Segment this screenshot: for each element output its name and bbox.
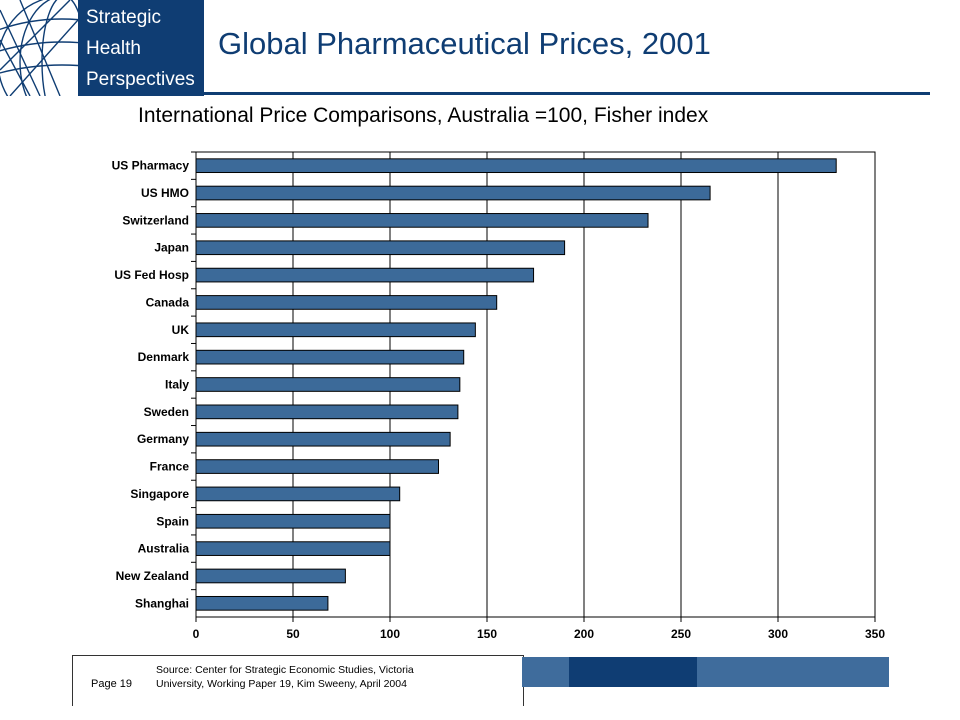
bar bbox=[195, 486, 401, 502]
slide-subtitle: International Price Comparisons, Austral… bbox=[138, 104, 709, 127]
x-tick-label: 50 bbox=[286, 627, 300, 641]
title-divider bbox=[204, 92, 930, 95]
page-number: Page 19 bbox=[91, 678, 132, 690]
category-label: Japan bbox=[154, 241, 189, 255]
category-label: Switzerland bbox=[122, 213, 189, 227]
bar bbox=[195, 267, 535, 283]
bar bbox=[195, 240, 566, 256]
category-label: US HMO bbox=[141, 186, 189, 200]
x-tick-label: 350 bbox=[865, 627, 885, 641]
x-tick-label: 100 bbox=[380, 627, 400, 641]
bar bbox=[195, 404, 459, 420]
logo-wordmark: Strategic Health Perspectives bbox=[78, 0, 204, 96]
bar bbox=[195, 185, 711, 201]
bar bbox=[195, 322, 476, 338]
bar bbox=[195, 431, 451, 447]
footer-band-right bbox=[697, 657, 889, 687]
source-note-line-2: University, Working Paper 19, Kim Sweeny… bbox=[156, 678, 407, 690]
category-label: US Pharmacy bbox=[112, 159, 190, 173]
footer: Page 19 Source: Center for Strategic Eco… bbox=[72, 655, 524, 706]
logo-line-3: Perspectives bbox=[86, 69, 195, 90]
logo-line-1: Strategic bbox=[86, 7, 161, 28]
category-label: Shanghai bbox=[135, 596, 189, 610]
bar bbox=[195, 595, 329, 611]
bar bbox=[195, 158, 837, 174]
bar bbox=[195, 568, 346, 584]
x-tick-label: 250 bbox=[671, 627, 691, 641]
slide-title: Global Pharmaceutical Prices, 2001 bbox=[218, 26, 711, 61]
bar bbox=[195, 213, 649, 228]
bar bbox=[195, 377, 461, 392]
x-tick-label: 0 bbox=[193, 627, 200, 641]
category-label: Denmark bbox=[138, 350, 190, 364]
category-label: US Fed Hosp bbox=[114, 268, 189, 282]
bar bbox=[195, 513, 391, 529]
logo-line-2: Health bbox=[86, 38, 141, 59]
x-tick-label: 300 bbox=[768, 627, 788, 641]
category-label: UK bbox=[172, 323, 190, 337]
bar bbox=[195, 349, 465, 365]
bar bbox=[195, 541, 391, 556]
category-label: Spain bbox=[156, 514, 189, 528]
footer-band-middle bbox=[569, 657, 697, 687]
bar bbox=[195, 295, 498, 310]
category-label: Australia bbox=[138, 542, 190, 556]
category-label: Canada bbox=[146, 295, 190, 309]
category-label: Sweden bbox=[144, 405, 189, 419]
logo: Strategic Health Perspectives bbox=[0, 0, 204, 96]
x-tick-label: 200 bbox=[574, 627, 594, 641]
bar bbox=[195, 459, 439, 474]
category-label: Italy bbox=[165, 378, 189, 392]
category-label: Germany bbox=[137, 432, 189, 446]
globe-logo-icon bbox=[0, 0, 78, 96]
source-note-line-1: Source: Center for Strategic Economic St… bbox=[156, 664, 414, 676]
category-label: France bbox=[150, 460, 190, 474]
x-tick-label: 150 bbox=[477, 627, 497, 641]
category-label: Singapore bbox=[130, 487, 189, 501]
footer-band-left bbox=[522, 657, 569, 687]
category-label: New Zealand bbox=[116, 569, 189, 583]
